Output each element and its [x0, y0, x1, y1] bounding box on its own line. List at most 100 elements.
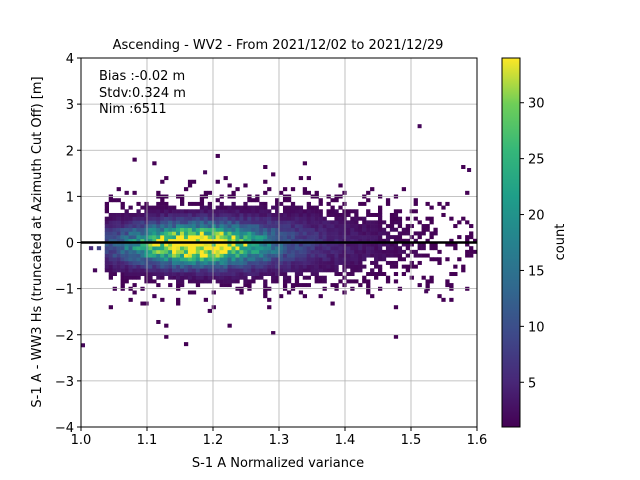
- heatmap-cell: [286, 264, 292, 269]
- heatmap-cell: [267, 220, 272, 225]
- heatmap-cell: [298, 268, 304, 273]
- heatmap-cell: [441, 297, 446, 302]
- heatmap-cell: [207, 190, 212, 195]
- heatmap-cell: [322, 220, 327, 225]
- heatmap-cell: [164, 216, 169, 221]
- heatmap-cell: [168, 231, 173, 236]
- heatmap-cell: [370, 246, 375, 251]
- heatmap-cell: [112, 235, 117, 240]
- heatmap-cell: [310, 249, 315, 254]
- heatmap-cell: [231, 242, 236, 247]
- heatmap-cell: [350, 238, 355, 243]
- heatmap-cell: [215, 253, 220, 258]
- heatmap-cell: [457, 235, 462, 240]
- heatmap-cell: [183, 260, 189, 265]
- heatmap-cell: [350, 242, 355, 247]
- heatmap-cell: [259, 220, 264, 225]
- heatmap-cell: [338, 227, 343, 232]
- heatmap-cell: [148, 272, 153, 277]
- heatmap-cell: [286, 249, 292, 254]
- heatmap-cell: [207, 279, 212, 284]
- heatmap-cell: [314, 275, 319, 280]
- heatmap-cell: [136, 235, 141, 240]
- heatmap-cell: [180, 231, 185, 236]
- heatmap-cell: [314, 279, 319, 284]
- heatmap-cell: [108, 253, 113, 258]
- heatmap-cell: [199, 268, 205, 273]
- heatmap-cell: [132, 242, 137, 247]
- heatmap-cell: [223, 242, 228, 247]
- heatmap-cell: [306, 216, 311, 221]
- heatmap-cell: [374, 235, 379, 240]
- heatmap-cell: [306, 227, 311, 232]
- heatmap-cell: [354, 227, 359, 232]
- heatmap-cell: [112, 238, 117, 243]
- heatmap-cell: [211, 235, 216, 240]
- heatmap-cell: [393, 264, 399, 269]
- heatmap-cell: [314, 238, 319, 243]
- heatmap-cell: [219, 220, 224, 225]
- heatmap-cell: [187, 260, 193, 265]
- heatmap-cell: [263, 165, 268, 169]
- heatmap-cell: [409, 209, 414, 214]
- heatmap-cell: [338, 249, 343, 254]
- heatmap-cell: [176, 264, 181, 269]
- heatmap-cell: [207, 238, 212, 243]
- heatmap-cell: [156, 238, 161, 243]
- heatmap-cell: [207, 260, 212, 265]
- heatmap-cell: [195, 264, 201, 269]
- heatmap-cell: [286, 227, 292, 232]
- heatmap-cell: [235, 246, 240, 251]
- heatmap-cell: [183, 231, 189, 236]
- heatmap-cell: [306, 209, 311, 214]
- heatmap-cell: [330, 268, 335, 273]
- heatmap-cell: [116, 187, 121, 192]
- colorbar-tick-label: 30: [528, 97, 545, 112]
- heatmap-cell: [298, 272, 304, 277]
- heatmap-cell: [160, 216, 165, 221]
- heatmap-cell: [231, 246, 236, 251]
- heatmap-cell: [354, 268, 359, 273]
- heatmap-cell: [302, 249, 308, 254]
- heatmap-cell: [282, 264, 288, 269]
- colorbar-label: count: [553, 224, 568, 261]
- heatmap-cell: [231, 249, 236, 254]
- heatmap-cell: [338, 238, 343, 243]
- heatmap-cell: [397, 235, 403, 240]
- heatmap-cell: [191, 290, 197, 295]
- heatmap-cell: [203, 260, 209, 265]
- heatmap-cell: [160, 227, 165, 232]
- heatmap-cell: [255, 227, 260, 232]
- heatmap-cell: [346, 279, 351, 284]
- heatmap-cell: [286, 290, 292, 295]
- heatmap-cell: [172, 216, 177, 221]
- heatmap-cell: [191, 235, 197, 240]
- heatmap-cell: [338, 253, 343, 258]
- heatmap-cell: [393, 227, 399, 232]
- heatmap-cell: [187, 253, 193, 258]
- heatmap-cell: [385, 249, 391, 254]
- heatmap-cell: [243, 238, 248, 243]
- heatmap-cell: [358, 235, 363, 240]
- heatmap-cell: [104, 201, 110, 206]
- heatmap-cell: [334, 231, 339, 236]
- heatmap-cell: [152, 268, 157, 273]
- heatmap-cell: [207, 201, 212, 206]
- heatmap-cell: [152, 161, 157, 166]
- heatmap-cell: [164, 235, 169, 240]
- heatmap-cell: [409, 249, 414, 254]
- heatmap-cell: [417, 246, 422, 251]
- heatmap-cell: [354, 279, 359, 284]
- heatmap-cell: [302, 231, 308, 236]
- heatmap-cell: [362, 231, 367, 236]
- heatmap-cell: [393, 246, 399, 251]
- heatmap-cell: [449, 297, 454, 302]
- heatmap-cell: [108, 305, 113, 310]
- heatmap-cell: [180, 212, 185, 217]
- heatmap-cell: [215, 224, 220, 229]
- heatmap-cell: [183, 257, 189, 262]
- heatmap-cell: [203, 235, 209, 240]
- heatmap-cell: [124, 272, 129, 277]
- heatmap-cell: [255, 220, 260, 225]
- heatmap-cell: [397, 257, 403, 262]
